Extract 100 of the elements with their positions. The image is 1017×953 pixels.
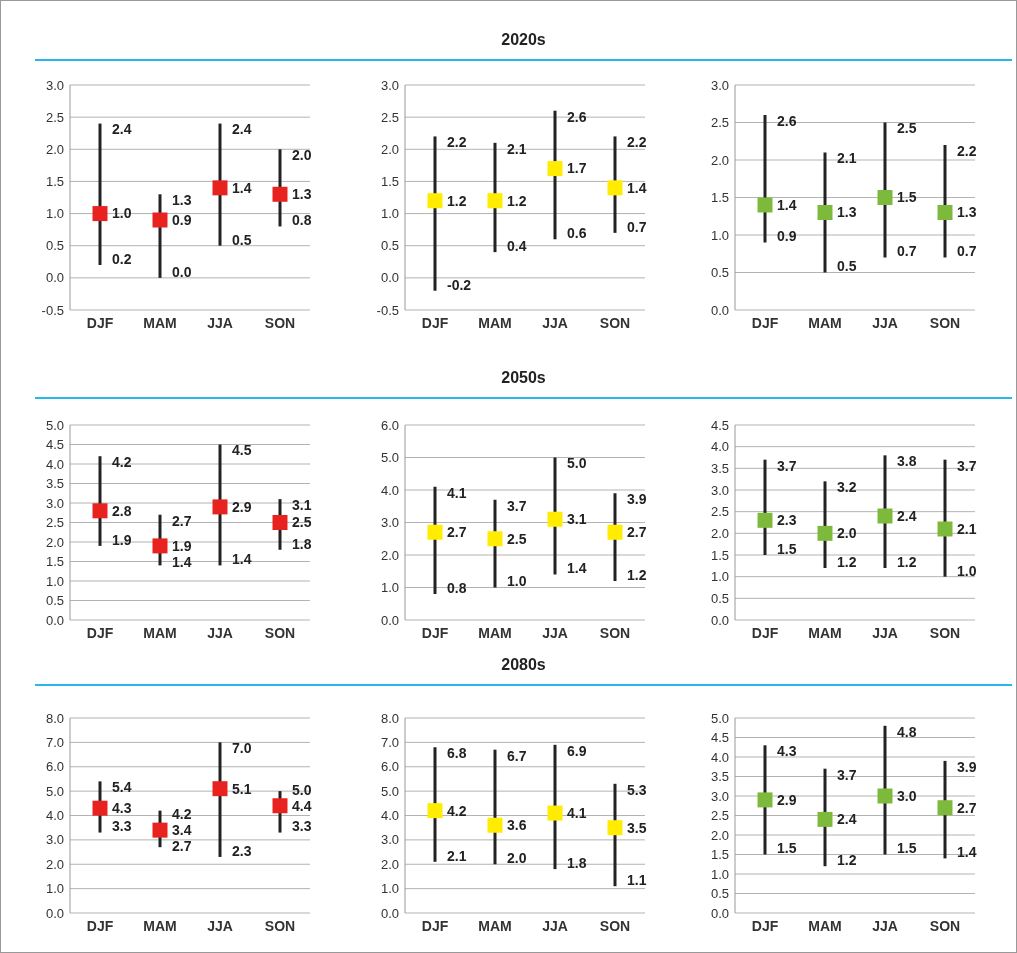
x-tick-label: DJF xyxy=(86,918,114,934)
y-tick-label: 3.0 xyxy=(380,832,399,848)
point xyxy=(757,512,773,528)
data-label: 4.1 xyxy=(567,804,587,821)
y-tick-label: 4.0 xyxy=(380,482,399,498)
annotation: 3.7 xyxy=(777,457,797,474)
annotation: 3.9 xyxy=(627,491,647,508)
y-tick-label: 4.0 xyxy=(710,749,729,765)
point xyxy=(427,524,443,540)
y-tick-label: 3.0 xyxy=(710,77,729,93)
annotation: 2.1 xyxy=(837,150,857,167)
data-label: 2.5 xyxy=(292,514,312,531)
annotation: 3.7 xyxy=(957,457,977,474)
y-tick-label: 3.0 xyxy=(710,482,729,498)
y-tick-label: 1.0 xyxy=(710,569,729,585)
y-tick-label: 2.0 xyxy=(710,525,729,541)
x-tick-label: SON xyxy=(929,918,961,934)
y-tick-label: 2.0 xyxy=(710,827,729,843)
annotation: 0.7 xyxy=(627,218,647,235)
data-label: 2.7 xyxy=(627,524,647,541)
annotation: 1.8 xyxy=(292,535,312,552)
x-tick-label: MAM xyxy=(478,918,512,934)
y-tick-label: 0.0 xyxy=(710,905,729,921)
point xyxy=(427,193,443,209)
data-label: 1.5 xyxy=(897,189,917,206)
y-tick-label: 2.5 xyxy=(380,109,399,125)
y-tick-label: 2.0 xyxy=(380,547,399,563)
annotation: 5.4 xyxy=(112,779,132,796)
annotation: 4.5 xyxy=(232,442,252,459)
point xyxy=(487,531,503,547)
y-tick-label: -0.5 xyxy=(376,302,399,318)
y-tick-label: 1.5 xyxy=(710,847,729,863)
annotation: 7.0 xyxy=(232,740,252,757)
annotation: 1.4 xyxy=(957,844,977,861)
point xyxy=(212,781,228,797)
x-tick-label: SON xyxy=(264,918,296,934)
y-tick-label: 2.0 xyxy=(710,152,729,168)
data-label: 3.0 xyxy=(897,787,917,804)
annotation: 1.2 xyxy=(627,566,647,583)
x-tick-label: MAM xyxy=(478,315,512,331)
data-label: 5.1 xyxy=(232,780,252,797)
y-tick-label: 3.0 xyxy=(45,495,64,511)
annotation: 1.0 xyxy=(507,573,527,590)
point xyxy=(272,186,288,202)
x-tick-label: JJA xyxy=(872,625,898,641)
point xyxy=(937,800,953,816)
annotation: 3.1 xyxy=(292,497,312,513)
y-tick-label: 0.0 xyxy=(45,905,64,921)
data-label: 2.1 xyxy=(957,520,977,537)
annotation: 1.5 xyxy=(777,840,797,857)
annotation: 2.3 xyxy=(232,842,252,859)
y-tick-label: 6.0 xyxy=(380,759,399,775)
annotation: 1.1 xyxy=(627,872,647,889)
point xyxy=(817,811,833,827)
y-tick-label: 2.5 xyxy=(710,115,729,131)
annotation: 2.1 xyxy=(447,847,467,864)
data-label: 1.9 xyxy=(172,537,192,554)
y-tick-label: 3.0 xyxy=(380,77,399,93)
point xyxy=(92,206,108,222)
data-label: 2.0 xyxy=(837,525,857,542)
annotation: 1.4 xyxy=(567,560,587,577)
annotation: 1.8 xyxy=(567,855,587,872)
point xyxy=(817,205,833,220)
x-tick-label: JJA xyxy=(207,625,233,641)
x-tick-label: MAM xyxy=(143,625,177,641)
point xyxy=(547,161,563,177)
data-label: 1.3 xyxy=(292,186,312,203)
point xyxy=(272,515,288,530)
y-tick-label: 5.0 xyxy=(45,783,64,799)
annotation: 0.9 xyxy=(777,228,797,245)
data-label: 2.8 xyxy=(112,502,132,519)
annotation: 6.7 xyxy=(507,747,527,764)
annotation: 2.0 xyxy=(507,850,527,867)
y-tick-label: 4.0 xyxy=(710,439,729,455)
y-tick-label: 2.5 xyxy=(710,504,729,520)
y-tick-label: 7.0 xyxy=(380,734,399,750)
y-tick-label: 4.5 xyxy=(710,730,729,746)
y-tick-label: 4.0 xyxy=(45,456,64,472)
y-tick-label: 2.0 xyxy=(380,141,399,157)
y-tick-label: 0.0 xyxy=(45,612,64,628)
annotation: 4.1 xyxy=(447,484,467,501)
y-tick-label: 0.5 xyxy=(380,238,399,254)
y-tick-label: 1.0 xyxy=(710,227,729,243)
y-tick-label: 1.0 xyxy=(380,580,399,596)
x-tick-label: DJF xyxy=(421,625,449,641)
x-tick-label: MAM xyxy=(808,918,842,934)
point xyxy=(757,792,773,808)
annotation: 0.8 xyxy=(292,212,312,229)
data-label: 3.1 xyxy=(567,511,587,528)
x-tick-label: JJA xyxy=(207,918,233,934)
data-label: 2.9 xyxy=(232,498,252,515)
y-tick-label: 5.0 xyxy=(380,783,399,799)
y-tick-label: 1.5 xyxy=(45,173,64,189)
data-label: 4.4 xyxy=(292,797,312,814)
y-tick-label: 6.0 xyxy=(45,759,64,775)
y-tick-label: 3.0 xyxy=(45,832,64,848)
annotation: 2.2 xyxy=(447,134,467,151)
point xyxy=(877,508,893,524)
x-tick-label: DJF xyxy=(751,625,779,641)
annotation: 6.8 xyxy=(447,745,467,762)
